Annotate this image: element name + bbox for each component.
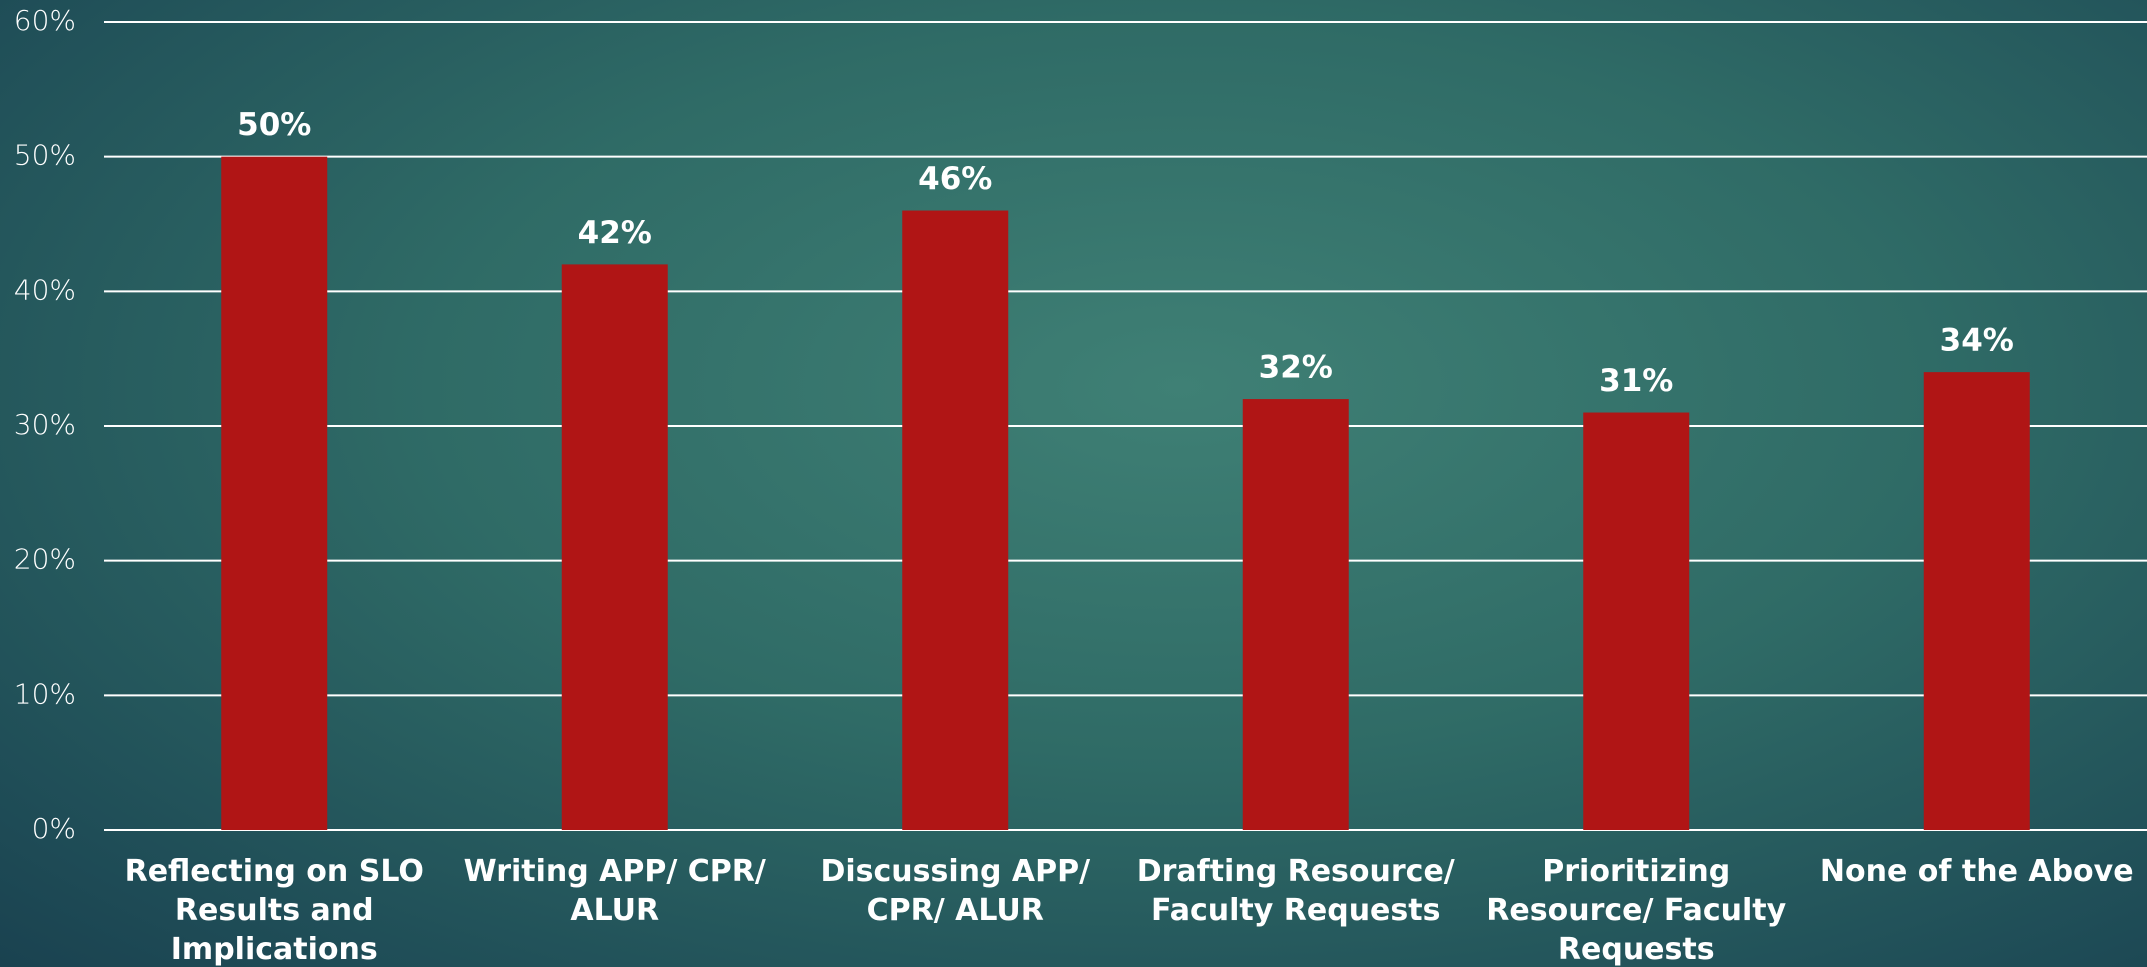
y-tick-label: 50% xyxy=(14,139,76,172)
x-tick-label: None of the Above xyxy=(1819,854,2134,889)
x-tick-label: Reflecting on SLO Results and Implicatio… xyxy=(124,854,424,967)
bar xyxy=(1583,412,1690,830)
y-tick-label: 40% xyxy=(14,273,76,306)
value-label: 31% xyxy=(1599,363,1673,399)
bar xyxy=(902,210,1009,831)
x-tick-label: Prioritizing Resource/ Faculty Requests xyxy=(1486,854,1787,967)
y-tick-label: 0% xyxy=(32,812,76,845)
x-tick-label: Discussing APP/ CPR/ ALUR xyxy=(820,854,1091,928)
y-tick-label: 30% xyxy=(14,408,76,441)
value-label: 32% xyxy=(1259,350,1333,386)
bar xyxy=(1242,399,1349,830)
value-label: 50% xyxy=(237,107,311,143)
value-label: 42% xyxy=(578,215,652,251)
x-tick-label: Drafting Resource/ Faculty Requests xyxy=(1136,854,1455,928)
bar xyxy=(1923,372,2030,830)
y-tick-label: 20% xyxy=(14,543,76,576)
x-tick-label: Writing APP/ CPR/ ALUR xyxy=(463,854,766,928)
y-tick-label: 60% xyxy=(14,4,76,37)
bar xyxy=(221,156,328,830)
y-tick-label: 10% xyxy=(14,677,76,710)
value-label: 34% xyxy=(1940,323,2014,359)
bar xyxy=(561,264,668,830)
value-label: 46% xyxy=(918,161,992,197)
